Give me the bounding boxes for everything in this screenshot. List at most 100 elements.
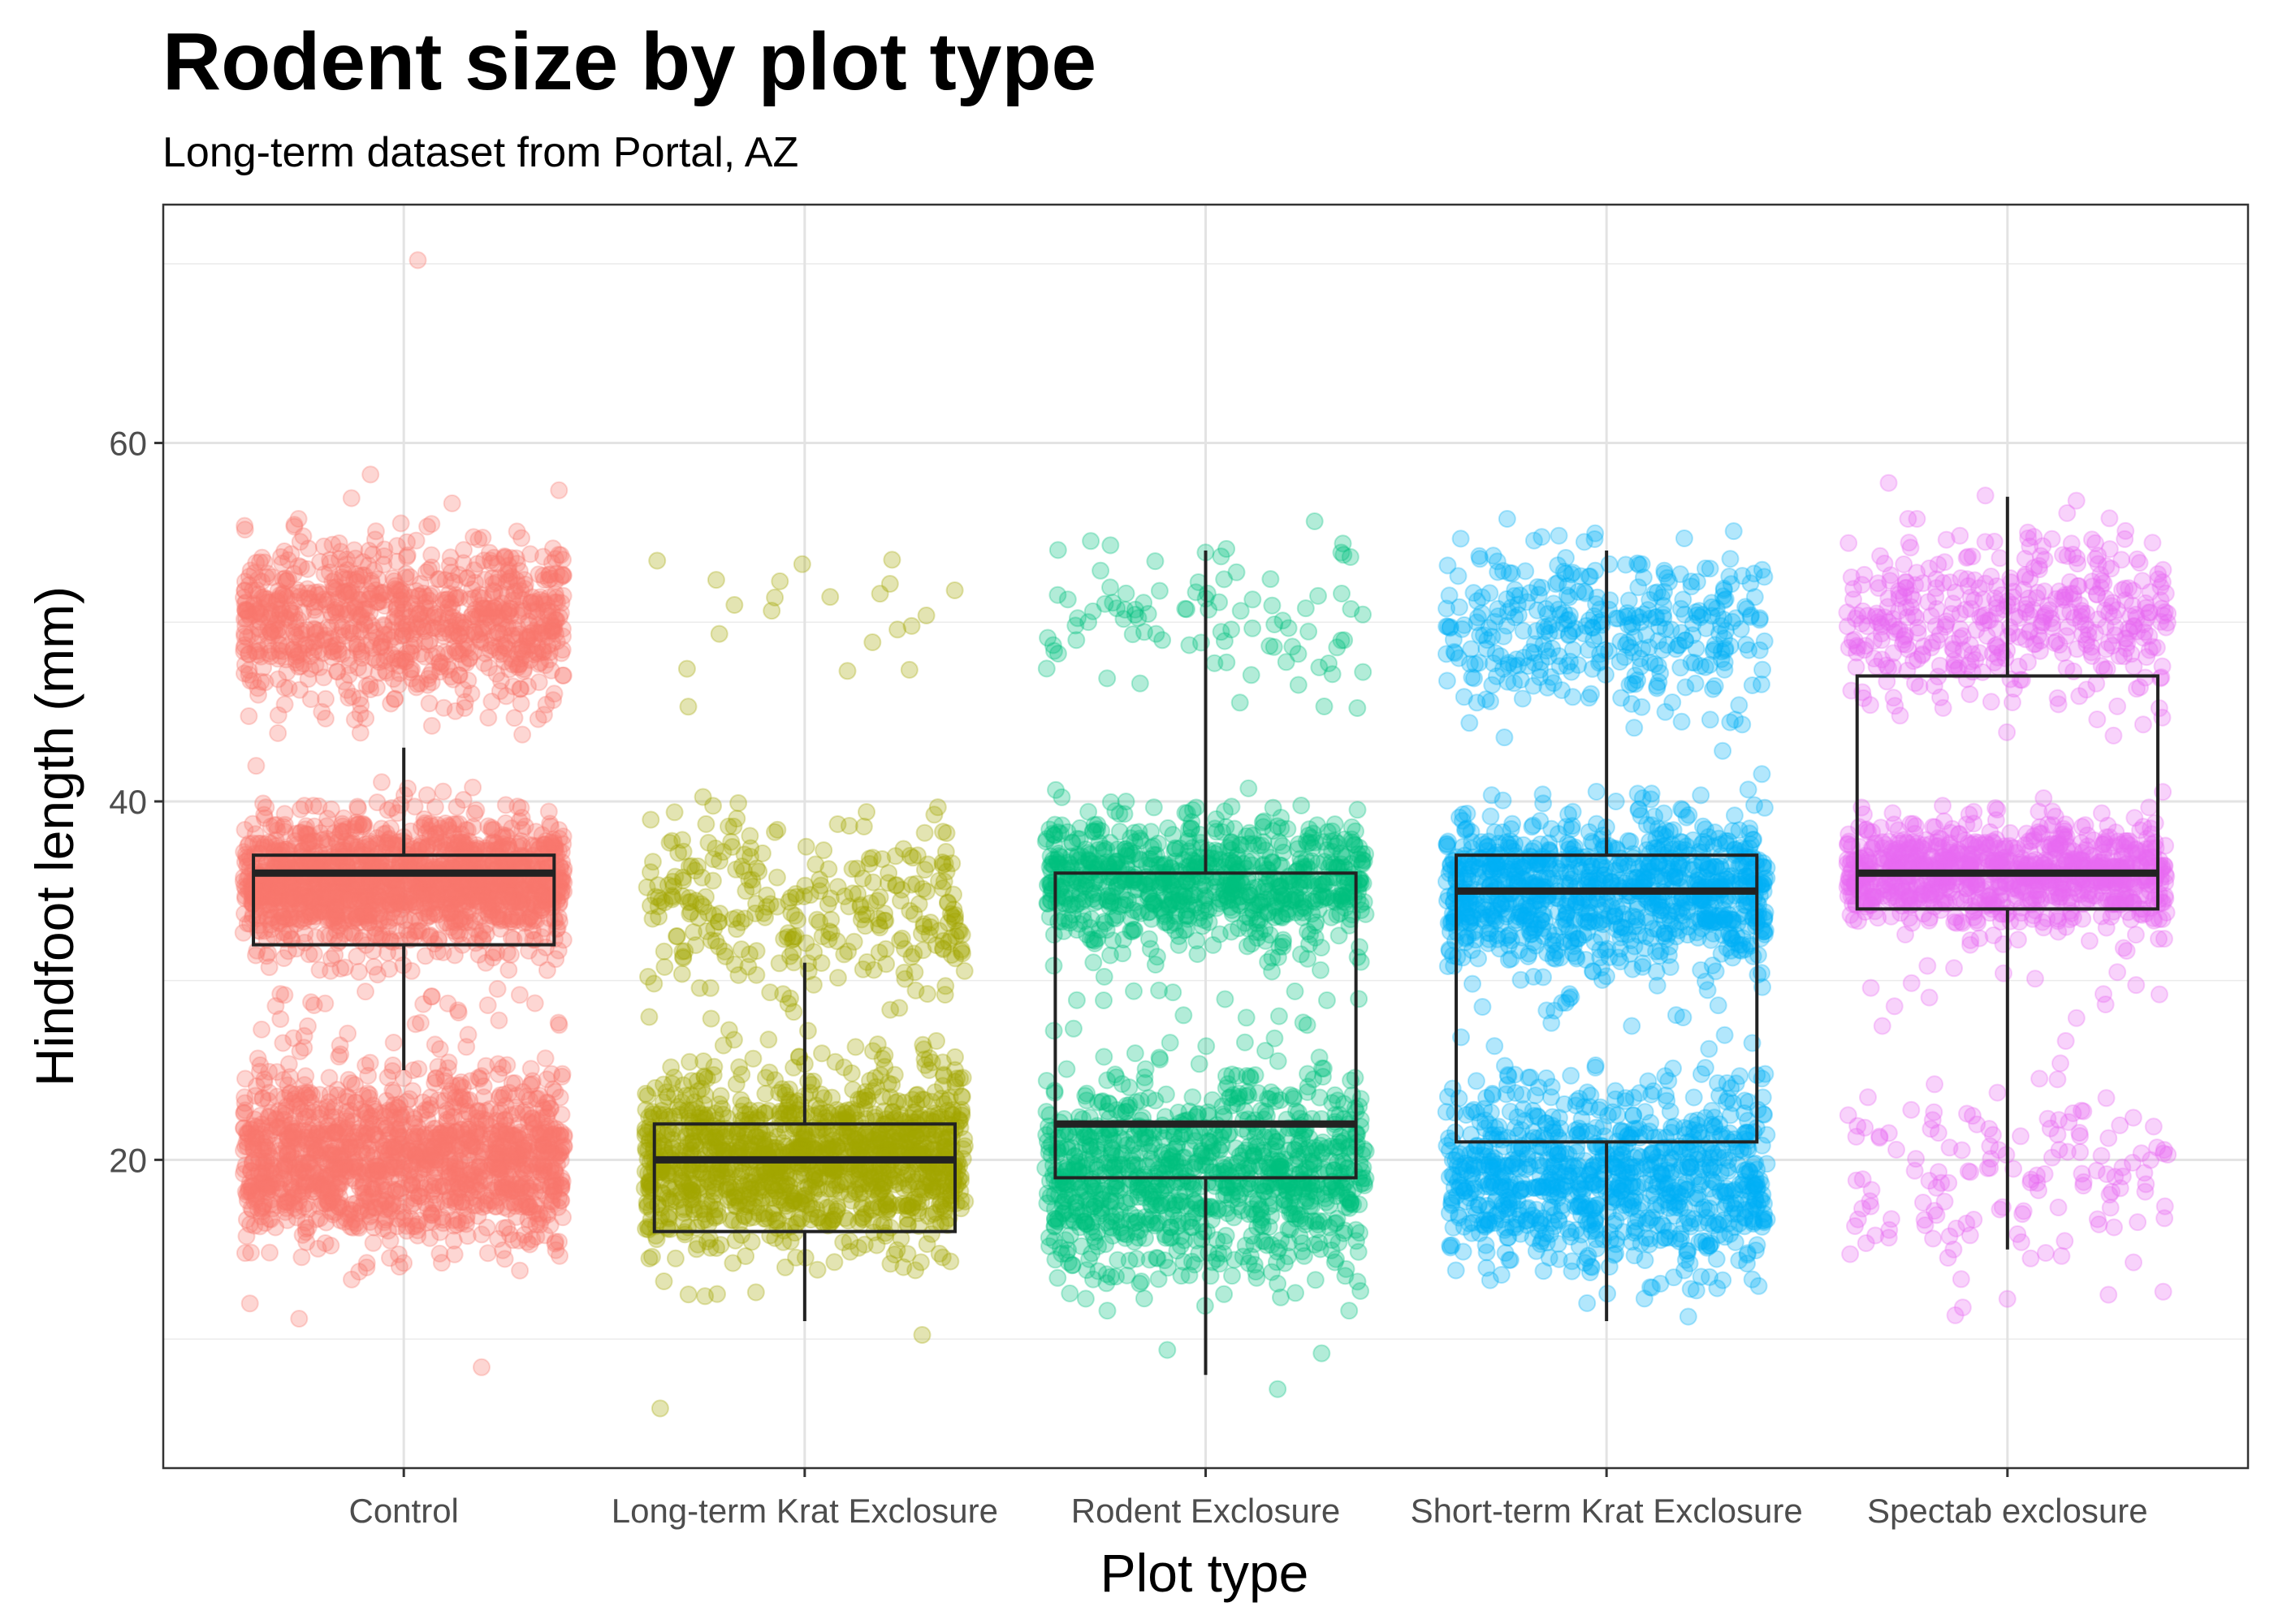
data-point: [364, 545, 383, 564]
data-point: [249, 679, 267, 698]
data-point: [369, 585, 387, 604]
data-point: [496, 548, 515, 567]
data-point: [514, 602, 533, 620]
data-point: [472, 596, 491, 615]
data-point: [805, 943, 824, 961]
data-point: [383, 1195, 402, 1214]
data-point: [339, 1139, 358, 1158]
data-point: [771, 572, 789, 590]
data-point: [317, 689, 335, 708]
data-point: [239, 837, 257, 856]
data-point: [422, 927, 439, 946]
data-point: [444, 627, 463, 645]
data-point: [642, 810, 660, 829]
data-point: [236, 601, 254, 619]
data-point: [404, 1194, 423, 1212]
data-point: [500, 569, 519, 588]
data-point: [534, 642, 552, 661]
data-point: [306, 928, 325, 947]
data-point: [357, 676, 376, 695]
data-point: [933, 853, 952, 871]
data-point: [685, 922, 703, 941]
data-point: [395, 1254, 413, 1272]
data-point: [372, 634, 391, 653]
data-point: [348, 908, 366, 926]
data-point: [527, 1215, 546, 1233]
data-point: [296, 888, 315, 907]
data-point: [311, 1099, 330, 1118]
data-point: [828, 815, 847, 833]
data-point: [385, 690, 404, 708]
data-point: [286, 831, 305, 850]
data-point: [330, 534, 348, 552]
data-point: [477, 1101, 495, 1120]
data-point: [458, 569, 477, 588]
data-point: [263, 568, 282, 586]
data-point: [383, 799, 401, 818]
data-point: [508, 522, 526, 541]
data-point: [249, 570, 267, 589]
data-point: [876, 939, 895, 958]
data-point: [702, 1009, 720, 1028]
data-point: [945, 581, 964, 599]
data-point: [267, 815, 286, 834]
data-point: [508, 555, 526, 573]
data-point: [356, 600, 374, 618]
data-point: [378, 944, 397, 962]
data-point: [275, 1160, 293, 1179]
data-point: [936, 977, 955, 996]
data-point: [465, 643, 483, 662]
data-point: [523, 637, 542, 654]
data-point: [352, 696, 370, 715]
data-point: [781, 888, 800, 907]
data-point: [260, 1062, 279, 1081]
data-point: [883, 551, 901, 569]
data-point: [533, 619, 551, 637]
data-point: [277, 1097, 296, 1116]
data-point: [797, 837, 815, 856]
data-point: [418, 517, 437, 536]
data-point: [414, 887, 432, 905]
data-point: [937, 824, 956, 842]
data-point: [422, 515, 441, 533]
data-point: [367, 593, 386, 611]
data-point: [552, 644, 571, 663]
data-point: [277, 1194, 296, 1212]
data-point: [335, 1155, 353, 1173]
data-point: [269, 650, 287, 668]
data-point: [270, 590, 288, 608]
data-point: [328, 662, 346, 680]
data-point: [375, 547, 393, 565]
data-point: [554, 666, 572, 685]
data-point: [342, 489, 361, 508]
data-point: [273, 555, 292, 572]
data-point: [386, 689, 404, 708]
data-point: [493, 828, 512, 847]
data-point: [442, 667, 460, 686]
data-point: [448, 641, 466, 660]
data-point: [412, 645, 430, 663]
data-point: [240, 1294, 259, 1313]
data-point: [488, 979, 507, 998]
data-point: [401, 643, 420, 662]
data-point: [513, 637, 532, 655]
data-point: [356, 615, 374, 634]
data-point: [296, 1067, 315, 1086]
data-point: [542, 833, 560, 852]
data-point: [435, 643, 454, 662]
data-point: [547, 564, 566, 583]
data-point: [460, 590, 478, 608]
data-point: [256, 673, 275, 692]
data-point: [383, 1158, 402, 1177]
data-point: [409, 251, 427, 270]
data-point: [252, 1199, 270, 1218]
data-point: [265, 926, 283, 945]
data-point: [470, 630, 489, 649]
data-point: [335, 672, 353, 691]
data-point: [331, 550, 349, 568]
data-point: [541, 612, 560, 631]
data-point: [902, 616, 921, 635]
data-point: [434, 627, 452, 646]
data-point: [423, 647, 442, 666]
data-point: [278, 663, 296, 681]
